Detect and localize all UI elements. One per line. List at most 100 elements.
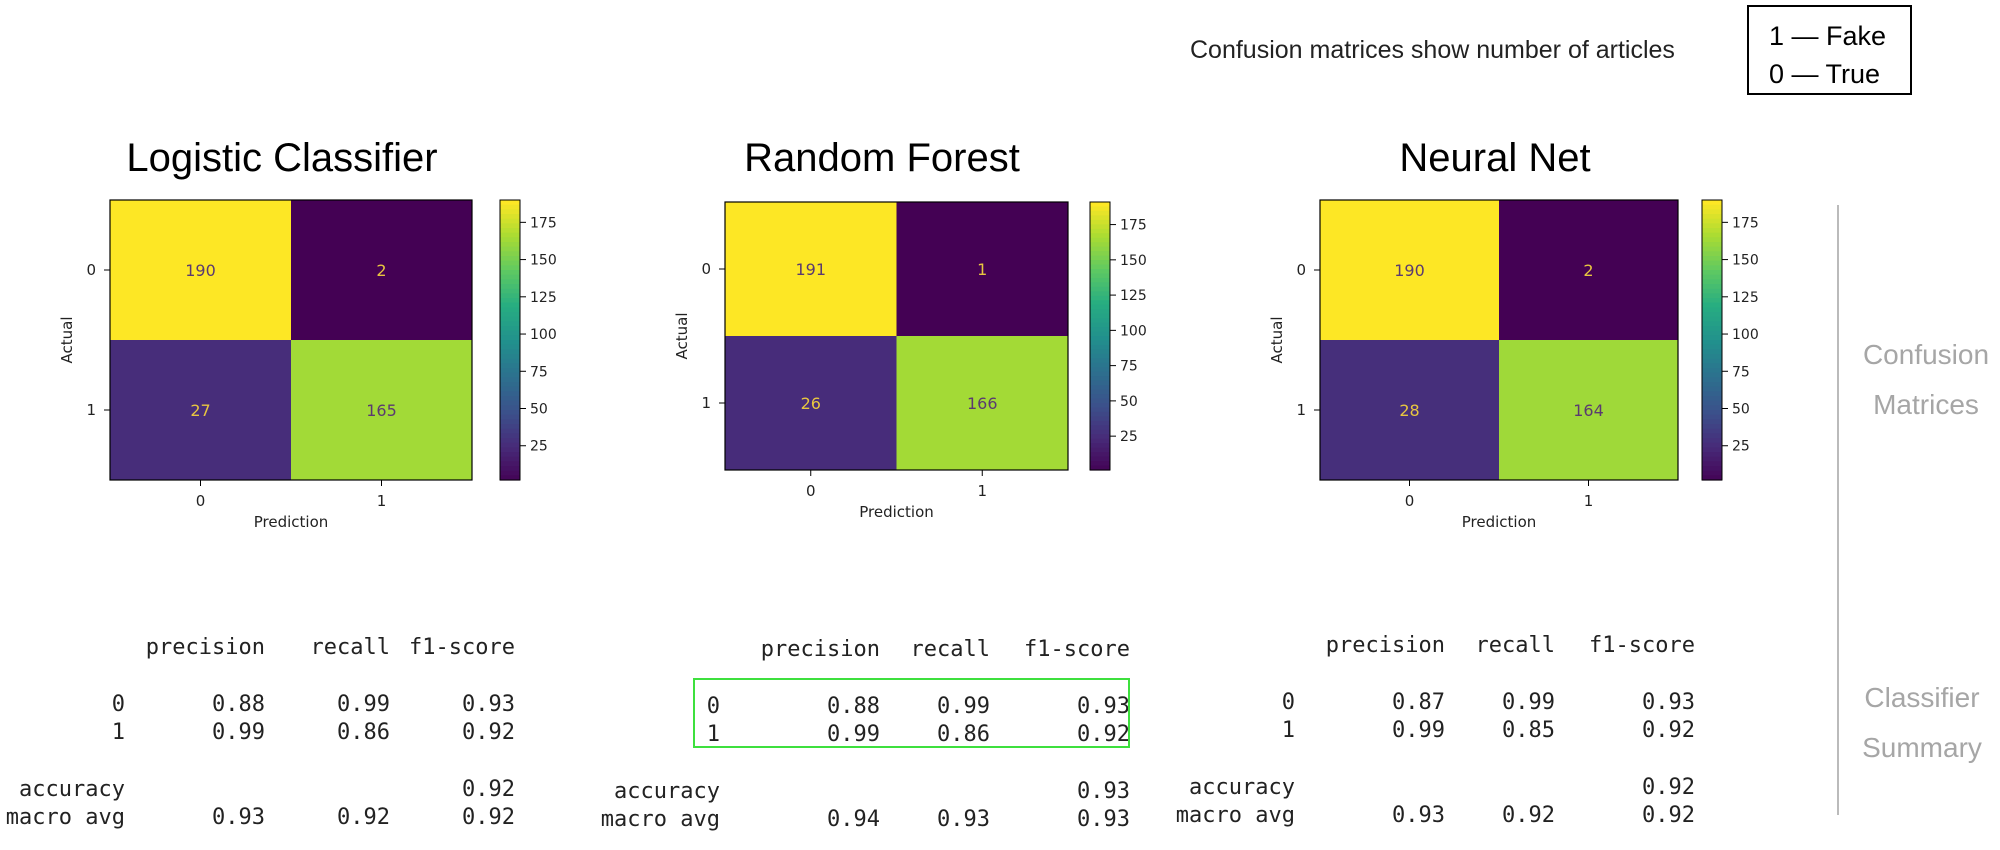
colorbar-tick-label-6: 175 (530, 215, 557, 231)
colorbar-segment (1090, 304, 1110, 310)
colorbar-tick-label-1: 50 (1120, 394, 1138, 410)
cell-1-1 (896, 336, 1068, 470)
colorbar-segment (500, 242, 520, 248)
colorbar-segment (1090, 340, 1110, 346)
colorbar-segment (1090, 233, 1110, 239)
colorbar-segment (1090, 389, 1110, 395)
colorbar-segment (500, 279, 520, 285)
colorbar-segment (500, 298, 520, 304)
cell-1-1 (1499, 340, 1678, 480)
colorbar-segment (1702, 237, 1722, 243)
report-precision-1: 0.99 (827, 722, 880, 747)
colorbar-segment (1090, 371, 1110, 377)
colorbar-segment (1090, 318, 1110, 324)
title-neural-net: Neural Net (1399, 136, 1591, 180)
title-logistic: Logistic Classifier (126, 136, 438, 180)
colorbar-segment (1702, 200, 1722, 206)
colorbar-segment (500, 368, 520, 374)
colorbar-segment (1702, 377, 1722, 383)
colorbar-segment (500, 470, 520, 476)
confusion-matrix-neural-net: 190 2 28 164 0 1 0 1 Prediction Actual 25 50 75 100 12… (1268, 199, 1759, 531)
report-macro-precision: 0.94 (827, 807, 880, 832)
report-f1-0: 0.93 (1642, 690, 1695, 715)
colorbar-tick-label-3: 100 (1120, 323, 1147, 339)
colorbar-tick-label-2: 75 (1732, 364, 1750, 380)
report-precision-0: 0.88 (212, 692, 265, 717)
colorbar-segment (500, 400, 520, 406)
colorbar-segment (1090, 353, 1110, 359)
colorbar-segment (1702, 447, 1722, 453)
colorbar-segment (1702, 251, 1722, 257)
colorbar-segment (500, 442, 520, 448)
colorbar-segment (1702, 307, 1722, 313)
colorbar-tick-label-3: 100 (530, 327, 557, 343)
colorbar-segment (1090, 407, 1110, 413)
report-row-label-0: 0 (706, 694, 720, 719)
y-tick-label-0: 0 (86, 261, 96, 279)
y-axis-label: Actual (1268, 317, 1286, 364)
colorbar-segment (1090, 309, 1110, 315)
colorbar-segment (1702, 433, 1722, 439)
colorbar-segment (1702, 330, 1722, 336)
cell-label-0-0: 191 (795, 260, 826, 279)
colorbar-segment (500, 358, 520, 364)
colorbar-segment (500, 349, 520, 355)
matrix-frame (109, 199, 473, 481)
colorbar-segment (1090, 380, 1110, 386)
cell-0-1 (896, 202, 1068, 336)
colorbar-segment (1702, 372, 1722, 378)
y-tick-label-0: 0 (701, 260, 711, 278)
colorbar-segment (500, 386, 520, 392)
report-accuracy-value: 0.93 (1077, 779, 1130, 804)
report-f1-1: 0.92 (462, 720, 515, 745)
confusion-matrix-random-forest: 191 1 26 166 0 1 0 1 Prediction Actual 25 50 75 100 12… (673, 201, 1147, 521)
colorbar-segment (500, 335, 520, 341)
colorbar-segment (1702, 349, 1722, 355)
colorbar-segment (1090, 394, 1110, 400)
colorbar-segment (1702, 298, 1722, 304)
colorbar-segment (1702, 461, 1722, 467)
colorbar-segment (500, 372, 520, 378)
colorbar-segment (500, 382, 520, 388)
colorbar-tick-label-1: 50 (1732, 402, 1750, 418)
colorbar-segment (500, 414, 520, 420)
report-header-1: recall (310, 635, 390, 660)
colorbar-segment (500, 344, 520, 350)
colorbar-segment (1702, 391, 1722, 397)
colorbar-segment (1090, 331, 1110, 337)
colorbar-segment (500, 405, 520, 411)
colorbar-segment (1090, 344, 1110, 350)
colorbar-segment (1090, 228, 1110, 234)
side-label-confusion-2: Matrices (1873, 389, 1979, 420)
report-header-1: recall (1475, 633, 1555, 658)
colorbar-segment (500, 419, 520, 425)
colorbar-segment (500, 288, 520, 294)
x-axis-label: Prediction (1462, 513, 1537, 531)
colorbar-segment (500, 270, 520, 276)
colorbar-segment (1090, 242, 1110, 248)
colorbar-segment (1702, 279, 1722, 285)
y-tick-label-1: 1 (701, 394, 711, 412)
colorbar-segment (1090, 260, 1110, 266)
report-macro-recall: 0.92 (1502, 803, 1555, 828)
colorbar-tick-label-4: 125 (1732, 290, 1759, 306)
report-f1-1: 0.92 (1077, 722, 1130, 747)
cell-label-1-0: 28 (1399, 401, 1419, 420)
colorbar-segment (1702, 232, 1722, 238)
side-label-summary-1: Classifier (1864, 682, 1980, 713)
legend-fake: 1 — Fake (1769, 21, 1887, 51)
colorbar-segment (500, 391, 520, 397)
colorbar-segment (1090, 385, 1110, 391)
report-logistic: precision recall f1-score 0 0.88 0.99 0.93 1 0.9… (0, 625, 530, 830)
colorbar-segment (1702, 284, 1722, 290)
class-legend: 1 — Fake 0 — True (1747, 5, 1912, 95)
y-tick-label-1: 1 (1296, 401, 1306, 419)
colorbar-segment (1702, 274, 1722, 280)
legend-true: 0 — True (1769, 59, 1881, 89)
colorbar-segment (1090, 286, 1110, 292)
colorbar-segment (500, 256, 520, 262)
colorbar-segment (1090, 300, 1110, 306)
cell-0-1 (1499, 200, 1678, 340)
colorbar-segment (500, 237, 520, 243)
colorbar-segment (1090, 219, 1110, 225)
